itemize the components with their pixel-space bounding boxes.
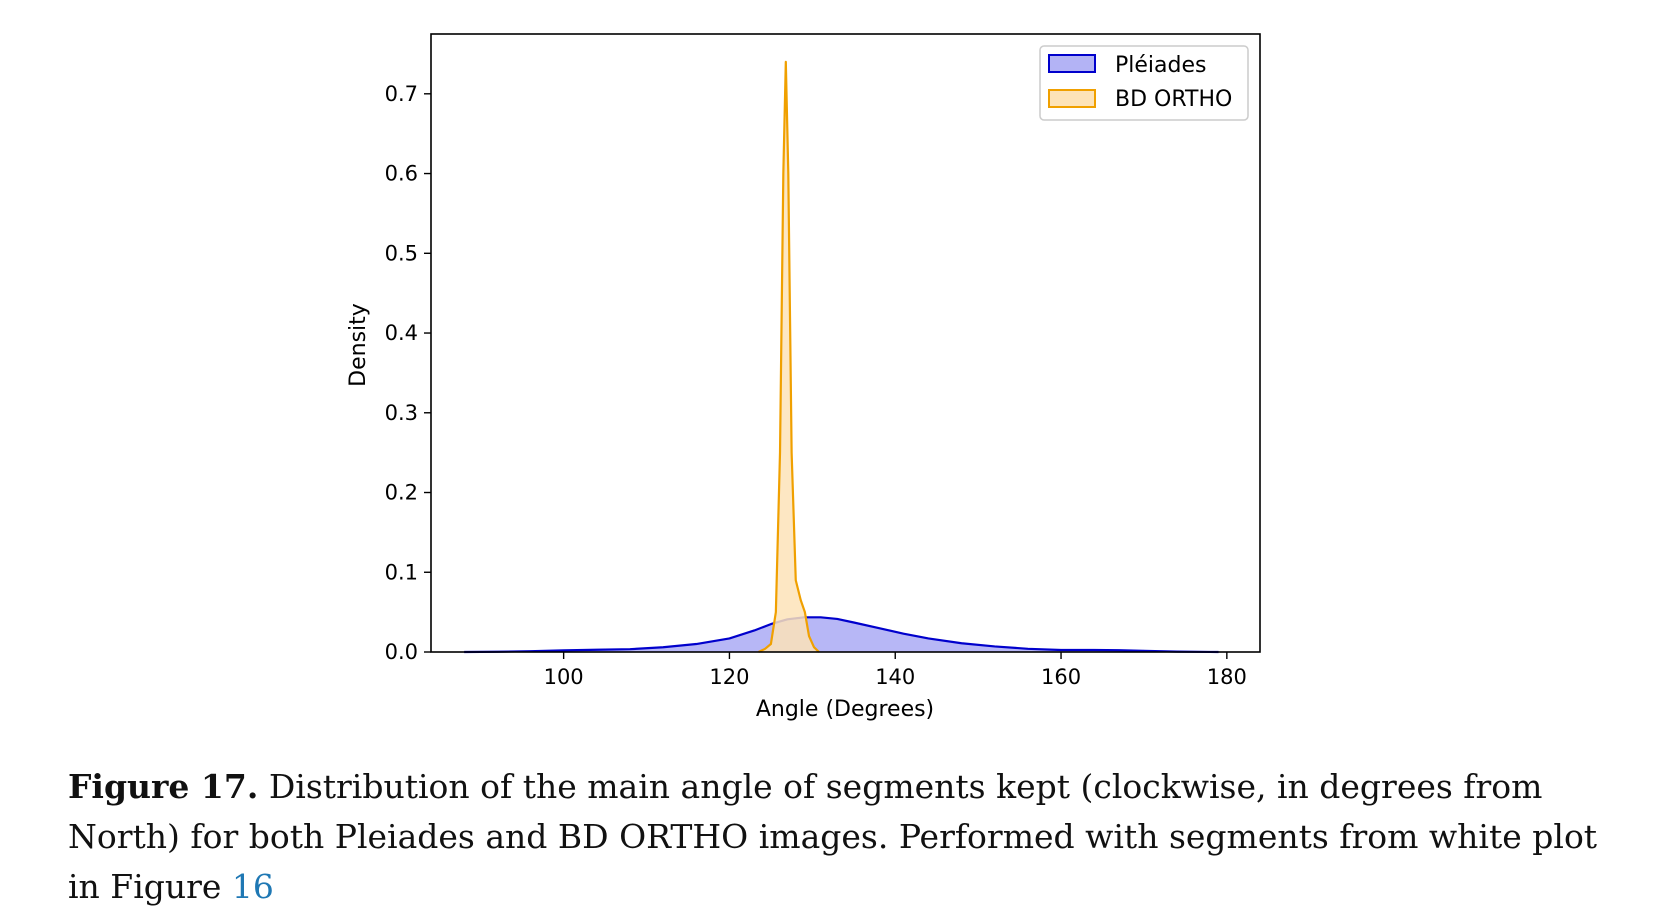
y-tick-label: 0.1 bbox=[385, 560, 418, 584]
legend-swatch-bd-ortho bbox=[1048, 89, 1096, 108]
y-tick-label: 0.4 bbox=[385, 321, 418, 345]
x-tick-label: 160 bbox=[1041, 665, 1081, 689]
y-tick-label: 0.7 bbox=[385, 82, 418, 106]
legend-label-bd-ortho: BD ORTHO bbox=[1115, 87, 1232, 112]
y-tick-label: 0.2 bbox=[385, 481, 418, 505]
figure-caption: Figure 17. Distribution of the main angl… bbox=[68, 762, 1608, 912]
y-tick-label: 0.0 bbox=[385, 640, 418, 664]
x-axis: 100 120 140 160 180 bbox=[544, 652, 1247, 689]
chart: 100 120 140 160 180 0.0 0.1 0.2 0.3 0.4 0.5 0.6 0.7… bbox=[346, 33, 1261, 722]
x-axis-label: Angle (Degrees) bbox=[756, 697, 934, 722]
series-area-pleiades bbox=[464, 617, 1219, 652]
y-tick-label: 0.6 bbox=[385, 162, 418, 186]
y-axis: 0.0 0.1 0.2 0.3 0.4 0.5 0.6 0.7 bbox=[385, 82, 431, 664]
y-tick-label: 0.3 bbox=[385, 401, 418, 425]
legend: Pléiades BD ORTHO bbox=[1039, 45, 1249, 121]
series-line-bd-ortho bbox=[757, 60, 820, 653]
legend-swatch-pleiades bbox=[1048, 54, 1096, 73]
x-tick-label: 180 bbox=[1207, 665, 1247, 689]
x-tick-label: 140 bbox=[875, 665, 915, 689]
y-tick-label: 0.5 bbox=[385, 241, 418, 265]
series-layer bbox=[464, 60, 1219, 654]
caption-text: Distribution of the main angle of segmen… bbox=[68, 767, 1598, 906]
plot-frame bbox=[430, 33, 1261, 653]
y-axis-label: Density bbox=[346, 303, 371, 387]
series-area-bd-ortho bbox=[758, 61, 819, 653]
x-tick-label: 120 bbox=[709, 665, 749, 689]
legend-label-pleiades: Pléiades bbox=[1115, 53, 1206, 78]
series-line-pleiades bbox=[464, 616, 1219, 654]
x-tick-label: 100 bbox=[544, 665, 584, 689]
caption-figure-link[interactable]: 16 bbox=[231, 867, 274, 906]
caption-label: Figure 17. bbox=[68, 767, 259, 806]
